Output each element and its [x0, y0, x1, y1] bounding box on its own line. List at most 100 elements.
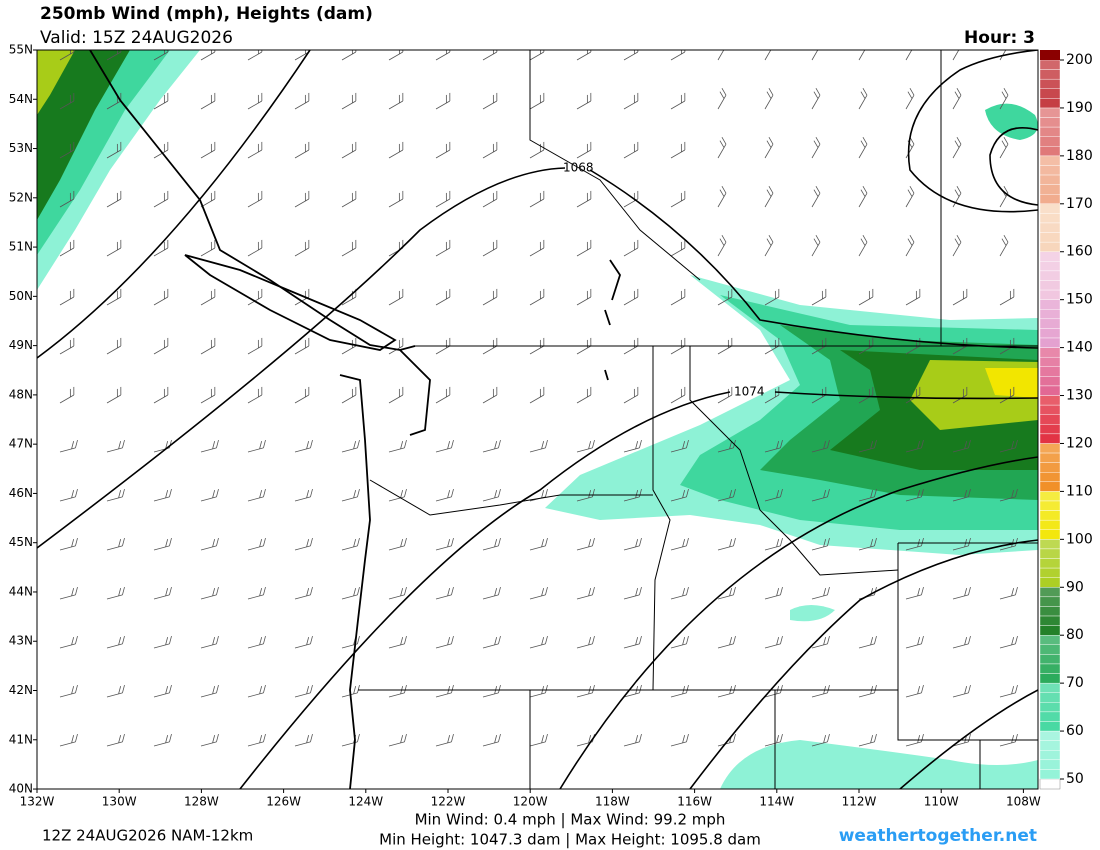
wind-barb — [858, 488, 877, 502]
wind-barb — [905, 439, 924, 453]
colorbar-box — [1039, 577, 1061, 588]
colorbar-label: 150 — [1066, 292, 1093, 308]
wind-barb — [952, 185, 962, 208]
colorbar-box — [1039, 194, 1061, 205]
wind-barb — [106, 733, 125, 747]
wind-barb — [294, 586, 313, 600]
wind-barb — [670, 439, 689, 453]
wind-barb — [106, 239, 122, 257]
wind-barb — [106, 190, 122, 208]
wind-barb — [482, 635, 501, 649]
wind-barb — [576, 586, 595, 600]
wind-barb — [59, 386, 75, 404]
map-area: 1068 1074 — [37, 50, 1038, 789]
wind-barb — [294, 488, 313, 502]
colorbar-box — [1039, 126, 1061, 137]
colorbar-label: 50 — [1066, 771, 1084, 787]
wind-barb — [59, 537, 78, 551]
wind-barb — [764, 386, 780, 404]
wind-barb — [764, 586, 783, 600]
borders — [358, 50, 1038, 789]
colorbar-box — [1039, 78, 1061, 89]
contour-label: 1068 — [563, 161, 594, 175]
wind-barb — [153, 50, 169, 61]
wind-barb — [200, 439, 219, 453]
colorbar-box — [1039, 270, 1061, 281]
lat-label: 47N — [9, 437, 33, 451]
colorbar-box — [1039, 663, 1061, 674]
wind-barb — [341, 190, 357, 208]
colorbar-box — [1039, 174, 1061, 185]
wind-barb — [623, 288, 639, 306]
wind-barb — [106, 337, 122, 355]
wind-barb — [59, 190, 75, 208]
wind-barb — [764, 87, 774, 110]
wind-barb — [247, 537, 266, 551]
wind-barb — [811, 386, 827, 404]
wind-barb — [576, 488, 595, 502]
colorbar-label: 100 — [1066, 531, 1093, 547]
wind-barb — [482, 141, 498, 159]
wind-barb — [294, 733, 313, 747]
wind-barb — [858, 337, 874, 355]
lon-label: 132W — [20, 795, 55, 809]
colorbar-label: 110 — [1066, 483, 1093, 499]
colorbar-box — [1039, 519, 1061, 530]
colorbar-box — [1039, 98, 1061, 109]
colorbar-label: 60 — [1066, 723, 1084, 739]
wind-barb — [482, 386, 498, 404]
wind-barb — [764, 337, 780, 355]
wind-barb — [858, 537, 877, 551]
colorbar-box — [1039, 452, 1061, 463]
colorbar-box — [1039, 347, 1061, 358]
wind-barb — [247, 239, 263, 257]
lat-label: 52N — [9, 190, 33, 204]
contour-label: 1074 — [734, 385, 765, 399]
wind-barb — [717, 337, 733, 355]
wind-barb — [59, 50, 75, 61]
colorbar-box — [1039, 644, 1061, 655]
wind-barb — [106, 488, 125, 502]
wind-barb — [811, 439, 830, 453]
colorbar-box — [1039, 558, 1061, 569]
colorbar-box — [1039, 769, 1061, 780]
wind-barb — [388, 141, 404, 159]
wind-barb — [153, 386, 169, 404]
colorbar: 50 60 70 80 90 100 110 120 130 140 150 160 170 180 190… — [1039, 50, 1093, 790]
wind-barb — [435, 586, 454, 600]
wind-barb — [529, 386, 545, 404]
wind-barb — [200, 684, 219, 698]
colorbar-box — [1039, 213, 1061, 224]
wind-barb — [623, 733, 642, 747]
wind-barb — [482, 488, 501, 502]
wind-barb — [905, 488, 924, 502]
colorbar-box — [1039, 539, 1061, 550]
lon-label: 128W — [184, 795, 219, 809]
wind-barb — [482, 92, 498, 110]
colorbar-box — [1039, 117, 1061, 128]
wind-barb — [764, 537, 783, 551]
lon-label: 124W — [348, 795, 383, 809]
wind-barb — [200, 386, 216, 404]
wind-barb — [811, 488, 830, 502]
colorbar-label: 90 — [1066, 579, 1084, 595]
colorbar-box — [1039, 721, 1061, 732]
colorbar-box — [1039, 433, 1061, 444]
wind-barb — [623, 337, 639, 355]
wind-barb — [388, 386, 404, 404]
wind-barb — [435, 92, 451, 110]
wind-barb — [670, 733, 689, 747]
wind-barb — [482, 733, 501, 747]
wind-barb — [670, 92, 686, 110]
wind-barb — [294, 635, 313, 649]
colorbar-box — [1039, 289, 1061, 300]
wind-barb — [999, 488, 1018, 502]
lat-label: 41N — [9, 732, 33, 746]
wind-barb — [623, 439, 642, 453]
coastline — [89, 50, 621, 789]
wind-barb — [153, 586, 172, 600]
wind-barb — [529, 288, 545, 306]
wind-barb — [717, 537, 736, 551]
wind-barb — [341, 439, 360, 453]
